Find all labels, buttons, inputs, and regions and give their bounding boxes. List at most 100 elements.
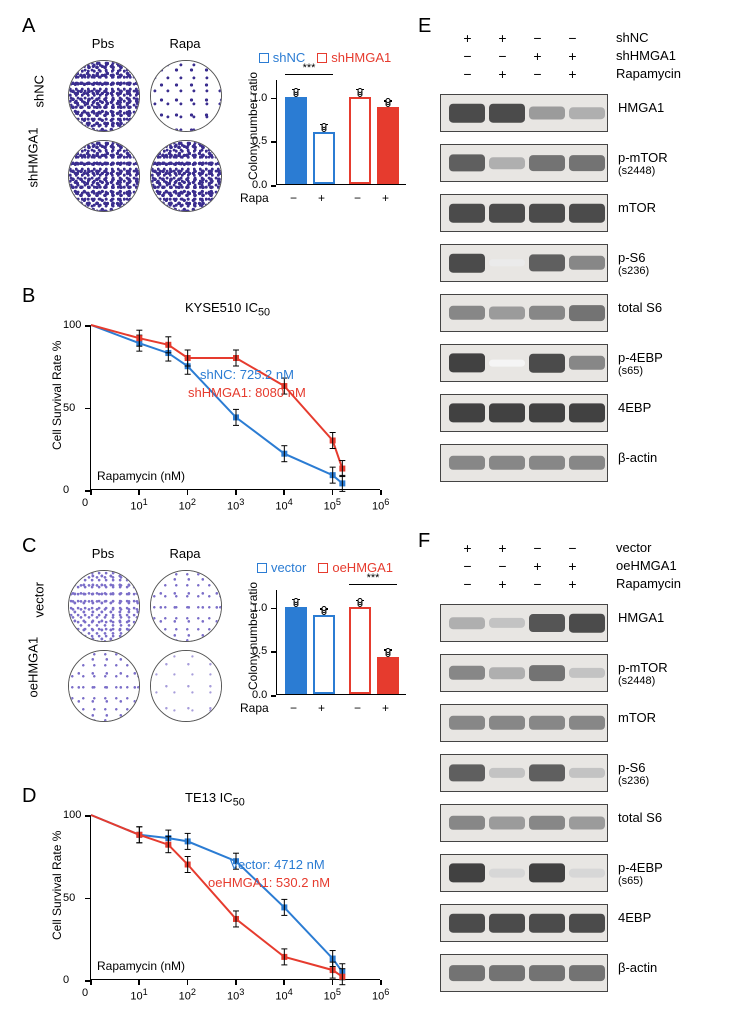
bars-area-a: *** [276, 80, 406, 185]
curve-legend: shHMGA1: 8080 nM [188, 385, 306, 400]
blot-header-row: −+−+Rapamycin [440, 576, 710, 592]
x-row-item: + [382, 701, 389, 715]
bar [285, 97, 307, 185]
ylabel-c: Colony number ratio [246, 582, 260, 690]
x-row-item: − [354, 701, 361, 715]
xtick: 0 [82, 987, 88, 999]
colony-well [68, 60, 140, 132]
panel-c: Pbs Rapa vector oeHMGA1 vectoroeHMGA1 Co… [35, 540, 395, 720]
colony-well [150, 650, 222, 722]
blot-header-row: −−++oeHMGA1 [440, 558, 710, 574]
blot-label: p-4EBP(s65) [618, 350, 663, 377]
blot-header-row: ++−−shNC [440, 30, 710, 46]
colony-well [68, 650, 140, 722]
xtick: 106 [372, 987, 389, 1003]
xtick: 105 [324, 497, 341, 513]
ytick: 100 [63, 319, 81, 331]
xtick: 103 [227, 987, 244, 1003]
xtick: 104 [275, 497, 292, 513]
panel-label-a: A [22, 15, 35, 38]
significance-marker: *** [285, 62, 333, 75]
blot-row: p-mTOR(s2448) [440, 144, 710, 186]
bar [349, 97, 371, 185]
blot-label: HMGA1 [618, 610, 664, 625]
ylabel-a: Colony number ratio [246, 72, 260, 180]
col-hdr-pbs: Pbs [68, 36, 138, 51]
ytick-label: 1.0 [252, 602, 267, 614]
blot-row: p-S6(s236) [440, 754, 710, 796]
blot-label: mTOR [618, 200, 656, 215]
panel-label-e: E [418, 15, 431, 38]
blot-label: β-actin [618, 450, 657, 465]
blot-label: p-4EBP(s65) [618, 860, 663, 887]
row-hdr-vector: vector [32, 594, 47, 618]
blot-label: β-actin [618, 960, 657, 975]
curve-legend: oeHMGA1: 530.2 nM [208, 875, 330, 890]
bar [313, 132, 335, 185]
blot-row: β-actin [440, 954, 710, 996]
blot-label: 4EBP [618, 910, 651, 925]
ylabel-b: Cell Survival Rate % [50, 341, 64, 450]
blot-label: total S6 [618, 810, 662, 825]
curve-legend: shNC: 725.2 nM [200, 367, 294, 382]
x-row-item: − [354, 191, 361, 205]
colony-grid-a: Pbs Rapa shNC shHMGA1 [35, 30, 215, 210]
ytick-label: 0.0 [252, 689, 267, 701]
xtick: 101 [130, 987, 147, 1003]
blot-header-e: ++−−shNC−−++shHMGA1−+−+Rapamycin [440, 30, 710, 90]
xtick: 106 [372, 497, 389, 513]
x-row-item: + [382, 191, 389, 205]
title-d: TE13 IC50 [185, 790, 245, 809]
bar-chart-a: shNCshHMGA1 Colony number ratio *** 0.00… [240, 50, 410, 225]
blot-label: 4EBP [618, 400, 651, 415]
ytick: 50 [63, 402, 75, 414]
blot-row: HMGA1 [440, 604, 710, 646]
col-hdr-rapa-c: Rapa [150, 546, 220, 561]
panel-e: ++−−shNC−−++shHMGA1−+−+Rapamycin HMGA1p-… [440, 30, 710, 494]
colony-well [68, 570, 140, 642]
xtick: 104 [275, 987, 292, 1003]
title-b: KYSE510 IC50 [185, 300, 270, 319]
x-row-item: + [318, 701, 325, 715]
curve-area-b: Rapamycin (nM) [90, 325, 380, 490]
colony-well [150, 140, 222, 212]
panel-label-f: F [418, 530, 430, 553]
xtick: 102 [179, 497, 196, 513]
row-hdr-shhmga1: shHMGA1 [26, 164, 41, 188]
blot-row: p-S6(s236) [440, 244, 710, 286]
ytick: 100 [63, 809, 81, 821]
x-row-label: Rapa [240, 701, 269, 715]
blot-row: p-mTOR(s2448) [440, 654, 710, 696]
panel-f: ++−−vector−−++oeHMGA1−+−+Rapamycin HMGA1… [440, 540, 710, 1004]
x-row-label: Rapa [240, 191, 269, 205]
blot-label: total S6 [618, 300, 662, 315]
ytick: 50 [63, 892, 75, 904]
blot-row: mTOR [440, 704, 710, 746]
x-row-item: + [318, 191, 325, 205]
blot-header-row: −−++shHMGA1 [440, 48, 710, 64]
ytick: 0 [63, 974, 69, 986]
bar [377, 107, 399, 184]
ytick: 0 [63, 484, 69, 496]
blot-row: β-actin [440, 444, 710, 486]
ylabel-d: Cell Survival Rate % [50, 831, 64, 940]
blot-header-f: ++−−vector−−++oeHMGA1−+−+Rapamycin [440, 540, 710, 600]
blot-row: total S6 [440, 294, 710, 336]
bar [313, 615, 335, 694]
curve-area-d: Rapamycin (nM) [90, 815, 380, 980]
significance-marker: *** [349, 572, 397, 585]
blot-label: p-mTOR(s2448) [618, 150, 668, 177]
ytick-label: 0.5 [252, 645, 267, 657]
bars-area-c: *** [276, 590, 406, 695]
colony-well [68, 140, 140, 212]
blot-label: p-mTOR(s2448) [618, 660, 668, 687]
xtick: 0 [82, 497, 88, 509]
blot-label: p-S6(s236) [618, 250, 649, 277]
curve-legend: Vector: 4712 nM [230, 857, 325, 872]
col-hdr-pbs-c: Pbs [68, 546, 138, 561]
blot-row: mTOR [440, 194, 710, 236]
ytick-label: 0.5 [252, 135, 267, 147]
xtick: 105 [324, 987, 341, 1003]
blot-row: HMGA1 [440, 94, 710, 136]
x-row-item: − [290, 191, 297, 205]
